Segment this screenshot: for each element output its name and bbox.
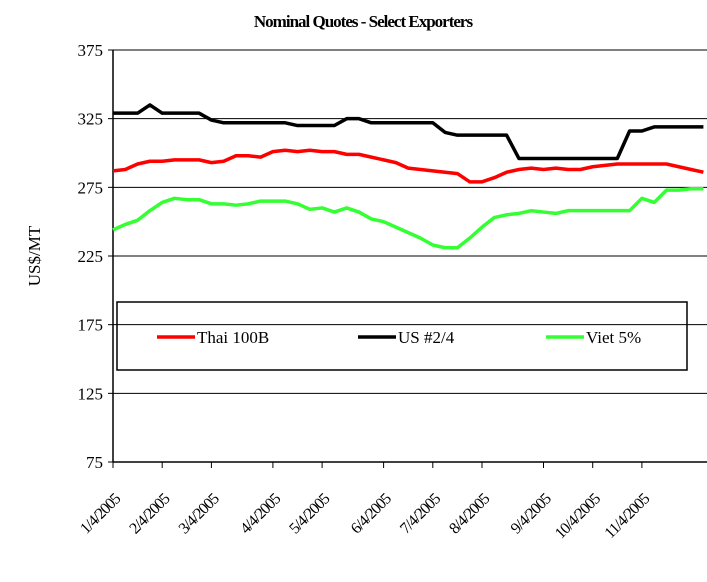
line-series [112, 186, 704, 250]
legend-label: Thai 100B [197, 328, 269, 347]
y-tick-label: 125 [78, 384, 104, 403]
x-tick-label: 5/4/2005 [286, 490, 333, 537]
x-tick-label: 1/4/2005 [77, 490, 124, 537]
x-tick-label: 10/4/2005 [552, 490, 604, 542]
line-series [113, 103, 704, 161]
x-tick-label: 11/4/2005 [602, 490, 654, 542]
legend-label: US #2/4 [398, 328, 455, 347]
y-tick-label: 175 [78, 316, 104, 335]
x-tick-label: 4/4/2005 [237, 490, 284, 537]
chart-title: Nominal Quotes - Select Exporters [254, 12, 474, 31]
y-tick-label: 275 [78, 178, 104, 197]
y-tick-label: 75 [86, 453, 103, 472]
x-tick-label: 2/4/2005 [126, 490, 173, 537]
x-tick-label: 9/4/2005 [508, 490, 555, 537]
x-tick-label: 3/4/2005 [176, 490, 223, 537]
y-tick-label: 375 [78, 41, 104, 60]
legend-label: Viet 5% [586, 328, 641, 347]
legend-box [116, 301, 688, 371]
y-tick-label: 325 [78, 110, 104, 129]
y-tick-label: 225 [78, 247, 104, 266]
x-tick-label: 7/4/2005 [397, 490, 444, 537]
x-tick-label: 8/4/2005 [446, 490, 493, 537]
x-tick-label: 6/4/2005 [348, 490, 395, 537]
line-series [112, 148, 704, 184]
y-axis-label: US$/MT [25, 225, 44, 286]
